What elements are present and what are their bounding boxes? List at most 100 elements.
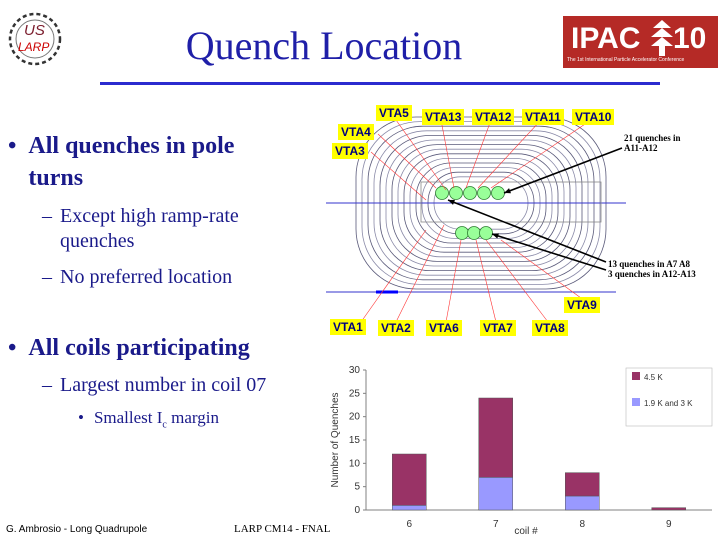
y-tick-label: 15 [349,435,361,446]
diagnostic-lead [490,119,592,189]
note-13-quenches: 13 quenches in A7 A8 3 quenches in A12-A… [608,259,696,279]
ipac-logo: IPAC 10 The 1st International Particle A… [563,16,718,68]
pointer-arrow [503,147,623,194]
quench-marker [463,186,477,200]
diagnostic-lead [377,133,437,189]
arrow-head [492,233,499,239]
footer-author: G. Ambrosio - Long Quadrupole [6,524,148,535]
tag-vta8: VTA8 [532,320,568,336]
pagoda-icon [651,20,673,56]
y-tick-label: 25 [349,388,361,399]
tag-vta5: VTA5 [376,105,412,121]
quench-marker [467,226,481,240]
tag-vta2: VTA2 [378,320,414,336]
title-underline [100,82,660,85]
tag-vta7: VTA7 [480,320,516,336]
quench-chart: 0 5 10 15 20 25 30 Number of Quenches 6 7 8 9 coil #… [326,362,720,540]
quench-marker [435,186,449,200]
bullet-dot: • [78,408,84,427]
note-21-quenches-line1: 21 quenches in [624,133,681,143]
bar-segment [478,477,513,511]
note-13-quenches-line2: 3 quenches in A12-A13 [608,269,696,279]
diagnostic-lead [395,224,445,323]
coil-diagram: VTA5 VTA13 VTA12 VTA11 VTA10 VTA4 VTA3 V… [326,100,720,340]
chart-legend: 4.5 K 1.9 K and 3 K [625,367,713,427]
sub-bullet-1: – Except high ramp-rate quenches [42,204,292,254]
bullet-dot: • [8,133,17,159]
sub-bullet-3-text: Largest number in coil 07 [60,374,267,396]
legend-label: 4.5 K [644,373,663,382]
y-tick-label: 30 [349,365,361,376]
legend-swatch [632,372,640,380]
dash: – [42,266,52,288]
bar-segment [565,495,600,511]
x-tick-label: 7 [493,519,499,530]
arrow-head [448,199,455,205]
bar-segment [565,472,600,497]
quench-marker [477,186,491,200]
diagnostic-lead [475,239,497,323]
tag-vta1: VTA1 [330,319,366,335]
sub-bullet-3: – Largest number in coil 07 [42,374,322,397]
ipac-logo-text: IPAC [571,22,641,55]
bar-segment [478,397,513,478]
dash: – [42,374,52,396]
sub-sub-bullet-1-pre: Smallest I [93,408,163,427]
bullet-2-text: All coils participating [28,335,250,361]
dash: – [42,205,52,227]
arrow-head [504,188,511,194]
sub-sub-bullet-1-subscript: c [162,419,167,431]
note-13-quenches-line1: 13 quenches in A7 A8 [608,259,691,269]
us-larp-bottom-text: LARP [18,40,50,54]
diagnostic-lead [465,119,492,189]
bar-segment [392,505,427,511]
diagnostic-lead [445,239,462,323]
diagnostic-lead [360,229,427,323]
tag-vta6: VTA6 [426,320,462,336]
bullet-1-text: All quenches in pole turns [28,133,235,191]
ipac-logo-number: 10 [673,22,707,55]
quench-marker [479,226,493,240]
pointer-arrow [447,199,607,263]
slide-title: Quench Location [185,23,463,68]
quench-chart-svg: 0 5 10 15 20 25 30 Number of Quenches 6 7 8 9 coil #… [330,365,713,537]
y-tick-label: 10 [349,458,361,469]
diagnostic-lead [485,239,549,323]
quench-marker [491,186,505,200]
tag-vta10: VTA10 [572,109,615,125]
tag-vta11: VTA11 [522,109,564,125]
sub-sub-bullet-1: • Smallest Ic margin [78,408,298,430]
quench-marker [449,186,463,200]
sub-bullet-1-text: Except high ramp-rate quenches [60,205,239,252]
bar-segment [651,507,686,511]
legend-box [625,367,713,427]
y-tick-label: 0 [354,505,360,516]
diagnostic-lead [370,151,427,201]
coil-turns-drawing [326,116,626,323]
bullet-1: • All quenches in pole turns [8,130,288,194]
x-axis-label: coil # [514,526,538,537]
y-axis-label: Number of Quenches [330,392,341,487]
diagnostic-lead [477,119,542,189]
coil-pole [420,181,602,223]
legend-swatch [632,398,640,406]
diagnostic-lead [500,239,582,299]
tag-vta12: VTA12 [472,109,515,125]
us-larp-top-text: US [24,22,45,39]
sub-bullet-2: – No preferred location [42,265,292,290]
footer-meeting: LARP CM14 - FNAL [234,523,331,535]
x-tick-label: 8 [579,519,585,530]
tag-vta13: VTA13 [422,109,465,125]
us-larp-emblem [8,12,62,66]
ipac-logo-subtitle: The 1st International Particle Accelerat… [567,57,685,63]
tag-vta9: VTA9 [564,297,600,313]
x-tick-label: 9 [666,519,672,530]
legend-label: 1.9 K and 3 K [644,399,693,408]
us-larp-logo: US LARP [6,6,64,72]
x-tick-label: 6 [406,519,412,530]
diagnostic-lead [395,119,447,191]
tag-vta4: VTA4 [338,124,374,140]
sub-sub-bullet-1-post: margin [166,408,219,427]
bar-segment [392,453,427,506]
note-21-quenches: 21 quenches in A11-A12 [624,133,681,153]
